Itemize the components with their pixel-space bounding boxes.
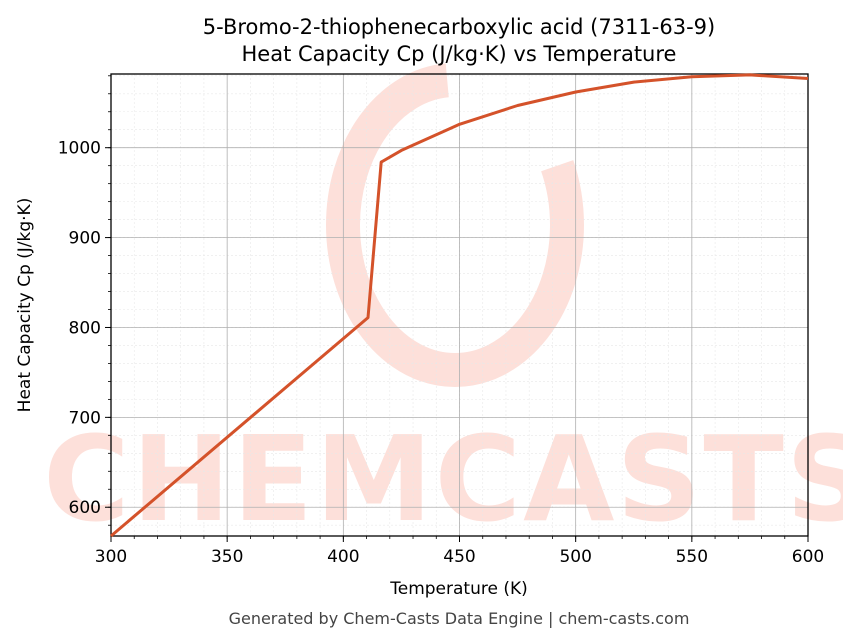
x-tick-label: 550 (676, 547, 708, 567)
footer-credit: Generated by Chem-Casts Data Engine | ch… (229, 609, 690, 628)
x-tick-label: 600 (792, 547, 824, 567)
watermark-text: CHEMCASTS (43, 410, 843, 548)
y-tick-label: 600 (69, 498, 101, 518)
x-tick-label: 500 (559, 547, 591, 567)
x-tick-label: 300 (95, 547, 127, 567)
y-tick-label: 800 (69, 318, 101, 338)
x-tick-label: 350 (211, 547, 243, 567)
chemcasts-watermark: CHEMCASTS (43, 63, 843, 548)
cp-series-line (110, 73, 809, 538)
x-tick-label: 400 (327, 547, 359, 567)
chart-title-line2: Heat Capacity Cp (J/kg·K) vs Temperature (242, 42, 677, 66)
x-axis-ticks: 300 350 400 450 500 550 600 (95, 536, 824, 567)
y-tick-label: 900 (69, 229, 101, 249)
y-tick-label: 700 (69, 408, 101, 428)
chart-title-line1: 5-Bromo-2-thiophenecarboxylic acid (7311… (203, 15, 716, 39)
major-grid (110, 74, 809, 536)
x-axis-label: Temperature (K) (389, 579, 528, 599)
y-axis-label: Heat Capacity Cp (J/kg·K) (15, 198, 35, 413)
y-axis-ticks: 600 700 800 900 1000 (58, 75, 111, 526)
x-tick-label: 450 (443, 547, 475, 567)
y-tick-label: 1000 (58, 139, 101, 159)
